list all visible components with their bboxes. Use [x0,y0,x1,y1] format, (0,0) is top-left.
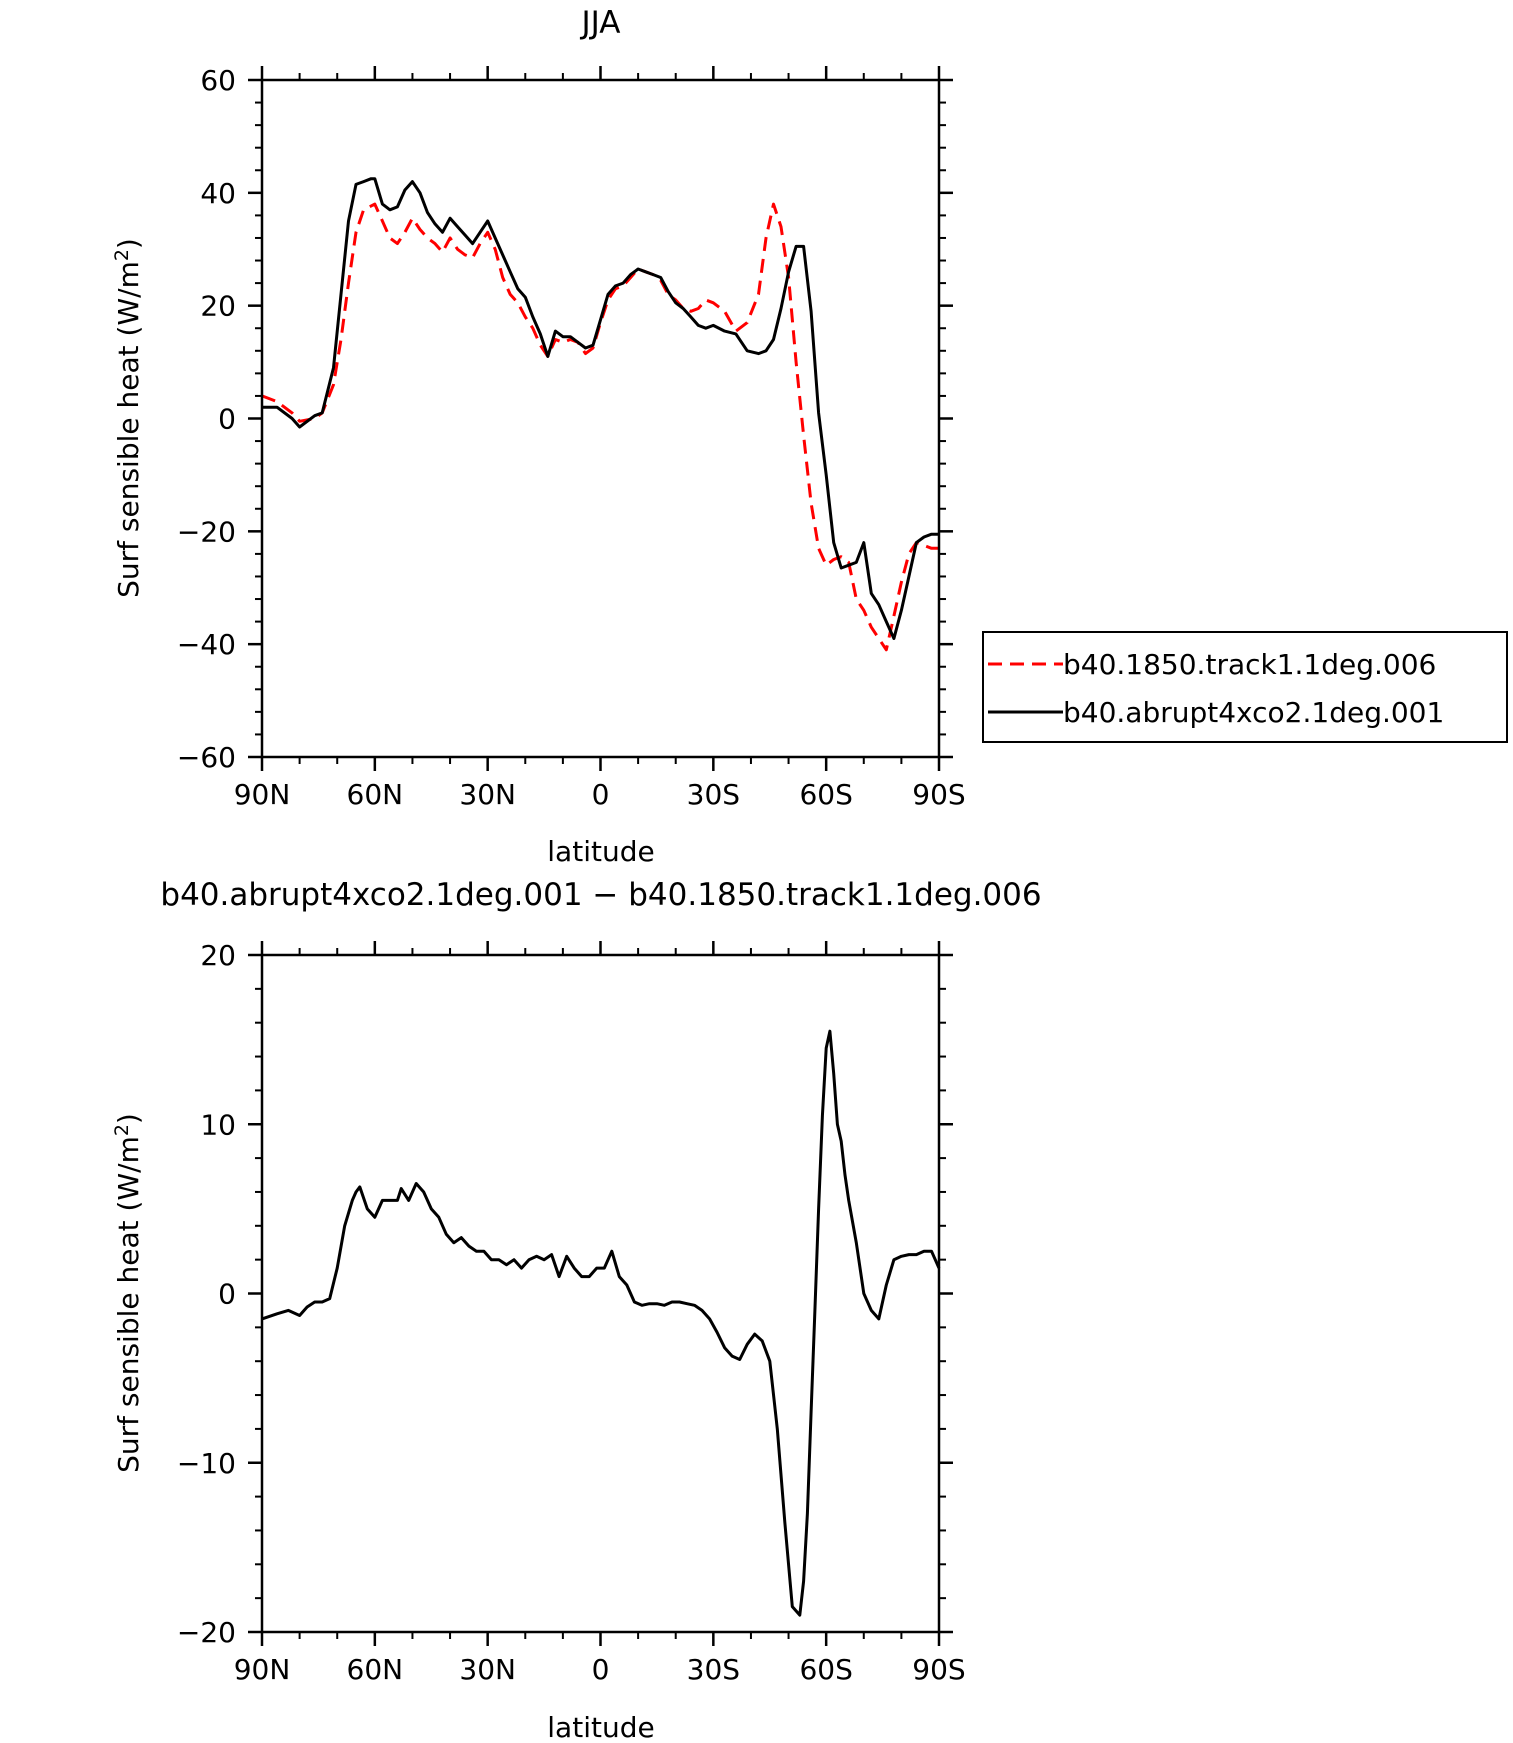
top-y-tick-label: −40 [177,628,236,661]
top-y-tick-label: 40 [200,177,236,210]
top-x-tick-label: 60S [799,778,852,811]
legend-entry-control: b40.1850.track1.1deg.006 [988,648,1436,681]
top-x-tick-label: 0 [592,778,610,811]
legend-entry-abrupt4xco2: b40.abrupt4xco2.1deg.001 [988,696,1444,729]
top-x-tick-label: 60N [347,778,404,811]
bottom-y-tick-label: −20 [177,1616,236,1649]
top-y-tick-label: 0 [218,403,236,436]
bottom-plot-frame [260,953,941,1634]
top-x-tick-label: 90N [234,778,291,811]
bottom-x-tick-label: 90S [912,1653,965,1686]
bottom-ticks [248,941,953,1646]
top-plot-frame [260,78,941,759]
legend: b40.1850.track1.1deg.006 b40.abrupt4xco2… [982,631,1508,743]
bottom-x-tick-label: 90N [234,1653,291,1686]
bottom-x-axis-label: latitude [547,1711,654,1743]
bottom-series [261,1029,941,1617]
bottom-x-tick-label: 60S [799,1653,852,1686]
legend-label-control: b40.1850.track1.1deg.006 [1063,648,1436,681]
top-series-line-b40-abrupt4xco2-1deg-001 [262,177,939,640]
top-tick-labels: 90N 60N 30N 0 30S 60S 90S 60 40 20 0 −20 −40 −60 [177,64,966,811]
bottom-tick-labels: 90N 60N 30N 0 30S 60S 90S 20 10 0 −10 −20 [177,939,966,1686]
top-x-axis-label: latitude [547,835,654,868]
bottom-y-tick-label: 20 [200,939,236,972]
top-y-axis-label: Surf sensible heat (W/m2) [111,238,145,598]
top-y-tick-label: 60 [200,64,236,97]
bottom-series-line-difference [261,1029,941,1617]
bottom-x-tick-label: 30N [459,1653,516,1686]
bottom-x-tick-label: 30S [687,1653,740,1686]
top-chart-title: JJA [580,5,621,41]
bottom-x-tick-label: 0 [592,1653,610,1686]
bottom-y-tick-label: −10 [177,1447,236,1480]
bottom-x-tick-label: 60N [347,1653,404,1686]
top-y-tick-label: 20 [200,290,236,323]
bottom-chart-title: b40.abrupt4xco2.1deg.001 − b40.1850.trac… [160,877,1041,913]
bottom-y-tick-label: 0 [218,1278,236,1311]
top-y-tick-label: −60 [177,741,236,774]
top-x-tick-label: 90S [912,778,965,811]
bottom-y-tick-label: 10 [200,1108,236,1141]
legend-label-abrupt4xco2: b40.abrupt4xco2.1deg.001 [1063,696,1444,729]
top-series [261,177,939,652]
top-y-tick-label: −20 [177,515,236,548]
top-x-tick-label: 30N [459,778,516,811]
top-series-line-b40-1850-track1-1deg-006 [261,202,939,652]
legend-frame [982,631,1508,743]
top-x-tick-label: 30S [687,778,740,811]
bottom-y-axis-label: Surf sensible heat (W/m2) [111,1113,145,1473]
top-ticks [248,66,953,771]
bottom-panel: b40.abrupt4xco2.1deg.001 − b40.1850.trac… [111,877,1042,1743]
top-panel: JJA 90N 60N 30N 0 30S 60S 90S6040200−20−40−60 … [111,5,1508,868]
